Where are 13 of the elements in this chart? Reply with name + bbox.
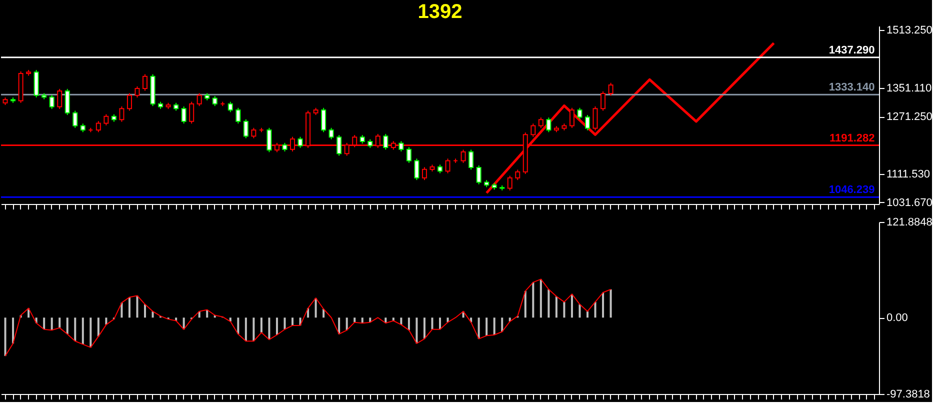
y-tick-label: 1031.670 xyxy=(886,196,932,209)
ref-line-label: 1046.239 xyxy=(828,184,875,196)
y-tick-label: 1351.110 xyxy=(886,82,932,95)
ref-line-label: 1333.140 xyxy=(828,82,875,94)
ref-line-label: 1191.282 xyxy=(829,132,875,144)
y-tick-label: 121.8848 xyxy=(886,216,932,228)
ref-line-label: 1437.290 xyxy=(828,44,875,56)
y-tick-label: 1513.250 xyxy=(886,24,932,37)
y-tick-label: 1111.530 xyxy=(886,168,930,180)
y-tick-label: -97.3818 xyxy=(886,388,930,400)
chart-title: 1392 xyxy=(418,1,462,24)
y-tick-label: 0.00 xyxy=(886,312,908,324)
y-tick-label: 1271.250 xyxy=(886,111,932,124)
